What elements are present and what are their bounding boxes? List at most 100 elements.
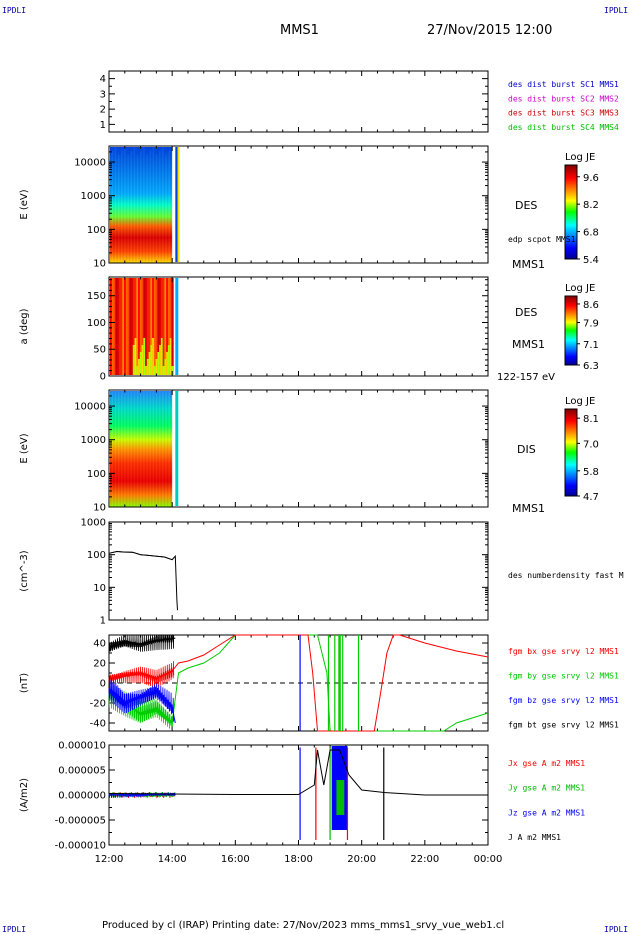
spectrogram-stripe — [117, 155, 120, 262]
spectrogram-stripe — [157, 391, 159, 506]
colorbar-tick-label: 7.9 — [583, 319, 599, 330]
spectrogram-stripe — [132, 155, 134, 262]
spectrogram-stripe — [136, 155, 139, 262]
y-axis-label-4: (cm^-3) — [19, 550, 30, 591]
pitch-angle-patch — [160, 338, 164, 375]
spectrogram-stripe — [110, 147, 112, 262]
corner-label-bottom-right: IPDLI — [604, 925, 628, 934]
spectrogram-stripe — [165, 391, 167, 506]
y-tick-label: 100 — [87, 550, 106, 561]
legend-entry-current-3: J A m2 MMS1 — [508, 833, 561, 842]
legend-entry-bfield-3: fgm bt gse srvy l2 MMS1 — [508, 721, 619, 730]
spectrogram-stripe — [149, 151, 151, 262]
spectrogram-stripe — [135, 391, 137, 506]
spectrogram-stripe — [170, 391, 172, 506]
pitch-angle-column — [162, 278, 165, 375]
pitch-angle-patch — [169, 338, 172, 375]
pitch-angle-patch — [150, 345, 153, 375]
x-tick-label: 22:00 — [410, 854, 439, 865]
panel-tag-energy-range: 122-157 eV — [497, 372, 555, 383]
spectrogram-stripe — [147, 391, 150, 506]
corner-label-bottom-left: IPDLI — [2, 925, 26, 934]
y-tick-label: 10000 — [74, 402, 106, 413]
spectrogram-des-energy-trail — [177, 147, 180, 262]
spectrogram-stripe — [121, 391, 123, 506]
spectrogram-stripe — [147, 147, 150, 262]
x-tick-label: 12:00 — [95, 854, 124, 865]
spectrogram-stripe — [162, 147, 164, 262]
pitch-angle-column — [164, 278, 167, 375]
y-tick-label: 1 — [100, 120, 106, 131]
pitch-angle-patch — [171, 366, 174, 375]
pitch-angle-patch — [164, 359, 167, 375]
y-tick-label: -0.000005 — [55, 816, 106, 827]
pitch-angle-patch — [157, 352, 160, 375]
pitch-angle-patch — [132, 345, 136, 375]
x-tick-label: 00:00 — [474, 854, 503, 865]
spectrogram-stripe — [170, 155, 172, 262]
pitch-angle-column — [139, 278, 143, 375]
y-tick-label: 40 — [93, 639, 106, 650]
spectrogram-stripe — [171, 147, 174, 262]
pitch-angle-column — [160, 278, 164, 375]
legend-entry-burst-3: des dist burst SC3 MMS3 — [508, 109, 619, 118]
pitch-angle-patch — [167, 345, 171, 375]
y-tick-label: 10 — [93, 583, 106, 594]
spectrogram-stripe — [133, 391, 136, 506]
pitch-angle-column — [153, 278, 157, 375]
y-tick-label: 150 — [87, 291, 106, 302]
pitch-angle-patch — [152, 338, 155, 375]
spectrogram-stripe — [130, 151, 133, 262]
y-axis-label-5: (nT) — [19, 673, 30, 693]
colorbar-tick-label: 8.1 — [583, 414, 599, 425]
pitch-angle-column — [150, 278, 153, 375]
legend-entry-burst-1: des dist burst SC1 MMS1 — [508, 80, 619, 89]
colorbar-tick-label: 6.8 — [583, 228, 599, 239]
y-tick-label: 0 — [100, 679, 106, 690]
y-tick-label: -40 — [90, 719, 106, 730]
bfield-series-0-noise — [108, 661, 175, 688]
spectrogram-stripe — [158, 151, 161, 262]
pitch-angle-column — [127, 278, 130, 375]
spectrogram-stripe — [144, 391, 147, 506]
spectrogram-stripe — [157, 147, 159, 262]
pitch-angle-column — [113, 278, 116, 375]
x-tick-label: 14:00 — [158, 854, 187, 865]
spectrogram-stripe — [152, 147, 155, 262]
density-series — [108, 550, 178, 611]
colorbar-tick-label: 4.7 — [583, 492, 599, 503]
y-tick-label: 1000 — [81, 435, 106, 446]
spectrogram-stripe — [125, 151, 128, 262]
pitch-angle-column — [136, 278, 139, 375]
spectrogram-stripe — [136, 391, 139, 506]
pitch-angle-patch — [138, 359, 141, 375]
spectrogram-stripe — [151, 155, 153, 262]
y-tick-label: 100 — [87, 318, 106, 329]
panel-frame-0 — [108, 70, 489, 133]
spectrogram-stripe — [143, 391, 145, 506]
spectrogram-stripe — [110, 391, 112, 506]
spectrogram-stripe — [163, 151, 166, 262]
spectrogram-stripe — [155, 391, 158, 506]
y-tick-label: 0.000000 — [58, 791, 106, 802]
spectrogram-stripe — [171, 391, 174, 506]
spectrogram-stripe — [113, 155, 115, 262]
spectrogram-stripe — [141, 155, 144, 262]
spectrogram-dis-energy — [110, 391, 173, 507]
colorbar-tick-label: 7.1 — [583, 340, 599, 351]
spectrogram-stripe — [146, 155, 148, 262]
spectrogram-stripe — [113, 391, 115, 506]
y-tick-label: -0.000010 — [55, 841, 106, 852]
spectrogram-stripe — [162, 391, 164, 506]
spectrogram-stripe — [163, 391, 166, 506]
y-tick-label: 2 — [100, 105, 106, 116]
y-tick-label: 1000 — [81, 518, 106, 529]
spectrogram-stripe — [114, 147, 117, 262]
header-datetime: 27/Nov/2015 12:00 — [427, 23, 552, 38]
pitch-angle-column — [132, 278, 136, 375]
legend-entry-bfield-0: fgm bx gse srvy l2 MMS1 — [508, 647, 619, 656]
x-tick-label: 18:00 — [284, 854, 313, 865]
spectrogram-stripe — [140, 391, 142, 506]
pitch-angle-column — [117, 278, 120, 375]
pitch-angle-column — [141, 278, 144, 375]
